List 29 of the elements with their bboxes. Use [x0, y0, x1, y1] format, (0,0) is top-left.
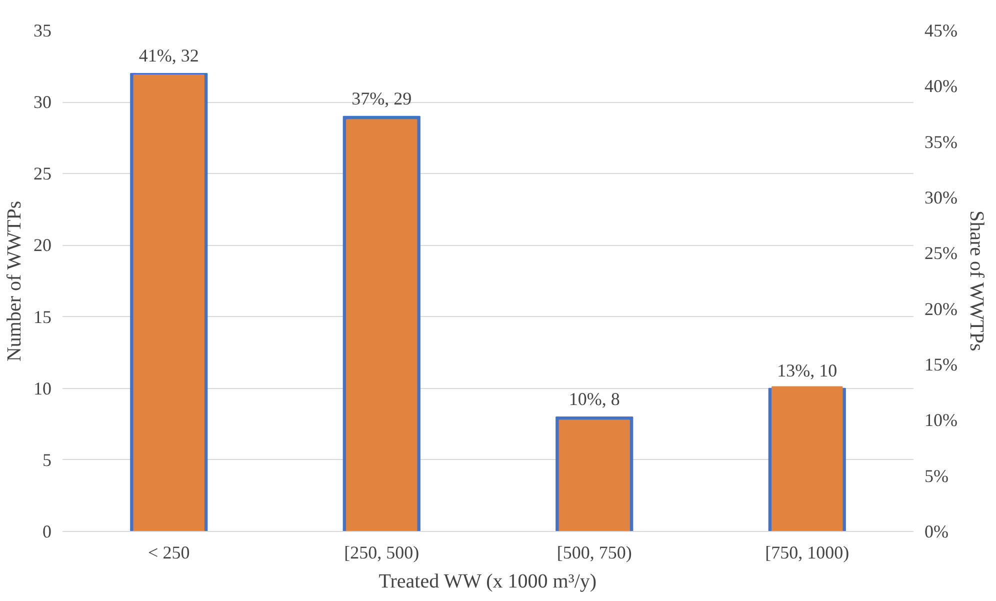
y2-tick-label: 30% — [924, 188, 958, 208]
y2-tick-label: 5% — [924, 466, 948, 486]
y2-tick-label: 20% — [924, 298, 958, 319]
y-tick-label: 0 — [42, 522, 52, 542]
data-label: 13%, 10 — [777, 360, 838, 380]
y-tick-label: 20 — [34, 235, 52, 256]
data-label: 10%, 8 — [568, 388, 620, 409]
x-tick-label: [750, 1000) — [765, 542, 850, 562]
y2-tick-label: 15% — [924, 354, 958, 374]
y-tick-label: 35 — [34, 20, 52, 40]
x-tick-label: [500, 750) — [556, 542, 632, 562]
y2-tick-label: 45% — [924, 20, 958, 40]
y2-tick-label: 40% — [924, 76, 958, 96]
x-tick-label: [250, 500) — [344, 542, 420, 562]
y-axis-title: Number of WWTPs — [4, 200, 26, 362]
x-tick-label: < 250 — [148, 542, 190, 562]
y-tick-label: 15 — [34, 306, 52, 327]
y2-tick-label: 25% — [924, 243, 958, 264]
y-tick-label: 10 — [34, 378, 52, 398]
x-axis-title: Treated WW (x 1000 m³/y) — [378, 570, 597, 592]
y-tick-label: 30 — [34, 92, 52, 112]
data-label: 37%, 29 — [352, 88, 412, 108]
y-tick-label: 25 — [34, 164, 52, 184]
y2-tick-label: 10% — [924, 410, 958, 430]
y2-axis-title: Share of WWTPs — [965, 210, 988, 352]
y2-tick-label: 0% — [924, 522, 948, 542]
data-label: 41%, 32 — [138, 45, 199, 66]
y2-tick-label: 35% — [924, 132, 958, 152]
y-tick-label: 5 — [42, 450, 52, 470]
